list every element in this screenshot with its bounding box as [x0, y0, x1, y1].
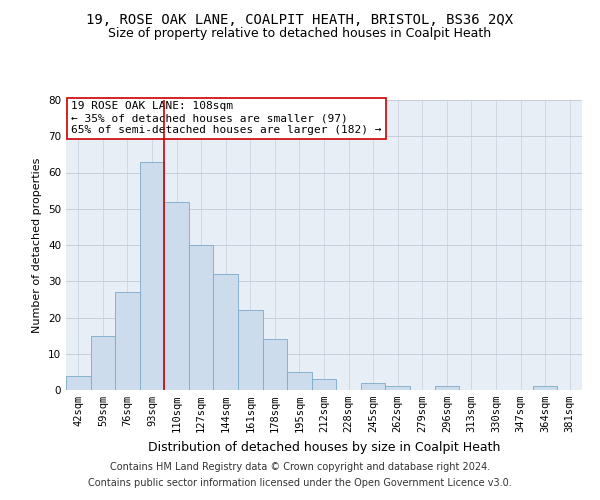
Bar [66, 376, 91, 390]
Text: Contains HM Land Registry data © Crown copyright and database right 2024.: Contains HM Land Registry data © Crown c… [110, 462, 490, 472]
Bar [312, 379, 336, 390]
Bar [263, 339, 287, 390]
Text: 19, ROSE OAK LANE, COALPIT HEATH, BRISTOL, BS36 2QX: 19, ROSE OAK LANE, COALPIT HEATH, BRISTO… [86, 12, 514, 26]
Bar [385, 386, 410, 390]
Bar [533, 386, 557, 390]
Bar [434, 386, 459, 390]
Bar [140, 162, 164, 390]
Text: 19 ROSE OAK LANE: 108sqm
← 35% of detached houses are smaller (97)
65% of semi-d: 19 ROSE OAK LANE: 108sqm ← 35% of detach… [71, 102, 382, 134]
Text: Contains public sector information licensed under the Open Government Licence v3: Contains public sector information licen… [88, 478, 512, 488]
Bar [361, 383, 385, 390]
X-axis label: Distribution of detached houses by size in Coalpit Heath: Distribution of detached houses by size … [148, 440, 500, 454]
Bar [189, 245, 214, 390]
Text: Size of property relative to detached houses in Coalpit Heath: Size of property relative to detached ho… [109, 28, 491, 40]
Y-axis label: Number of detached properties: Number of detached properties [32, 158, 43, 332]
Bar [287, 372, 312, 390]
Bar [214, 274, 238, 390]
Bar [164, 202, 189, 390]
Bar [91, 336, 115, 390]
Bar [238, 310, 263, 390]
Bar [115, 292, 140, 390]
